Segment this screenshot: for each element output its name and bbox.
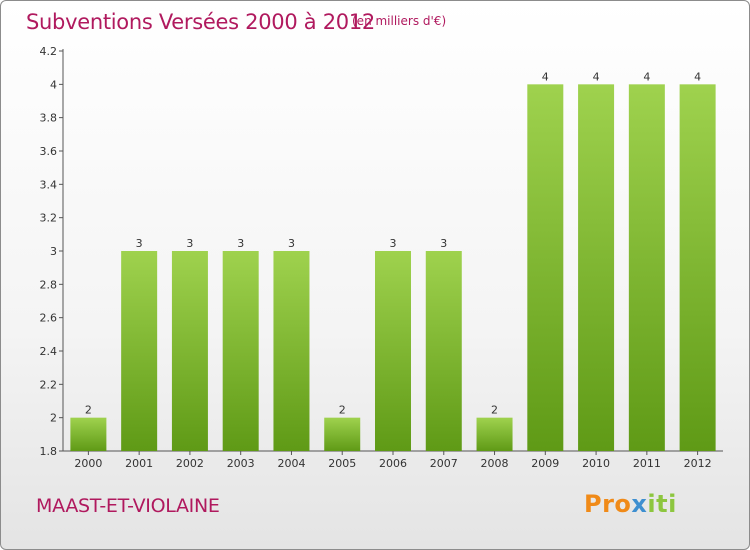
x-tick-label: 2009 [531, 457, 559, 470]
data-label: 3 [390, 237, 397, 250]
y-tick-label: 4 [50, 78, 57, 91]
bar [476, 417, 513, 451]
x-tick-label: 2002 [176, 457, 204, 470]
chart-subtitle: (en milliers d'€) [352, 14, 447, 28]
y-tick-label: 1.8 [40, 445, 58, 458]
bar [578, 84, 615, 451]
chart-title: Subventions Versées 2000 à 2012 [26, 10, 375, 34]
data-label: 4 [643, 70, 650, 83]
chart-bars [70, 84, 716, 451]
x-tick-label: 2005 [328, 457, 356, 470]
x-tick-label: 2000 [74, 457, 102, 470]
y-tick-label: 3 [50, 245, 57, 258]
x-tick-label: 2004 [277, 457, 305, 470]
bar [273, 251, 310, 451]
y-tick-label: 4.2 [40, 45, 58, 58]
data-label: 3 [237, 237, 244, 250]
x-tick-label: 2010 [582, 457, 610, 470]
bar [121, 251, 158, 451]
logo-part-iti: iti [647, 490, 677, 518]
data-label: 4 [542, 70, 549, 83]
data-label: 3 [186, 237, 193, 250]
y-tick-label: 3.4 [40, 178, 58, 191]
y-tick-label: 2.8 [40, 278, 58, 291]
logo-part-x: x [631, 490, 648, 518]
data-label: 4 [593, 70, 600, 83]
data-label: 2 [339, 404, 346, 417]
x-tick-label: 2007 [430, 457, 458, 470]
bar [527, 84, 564, 451]
data-label: 4 [694, 70, 701, 83]
commune-name: MAAST-ET-VIOLAINE [36, 495, 220, 517]
x-tick-label: 2003 [227, 457, 255, 470]
y-tick-label: 3.6 [40, 145, 58, 158]
proxiti-logo: Proxiti [584, 490, 677, 518]
y-tick-label: 2.4 [40, 345, 58, 358]
bar [679, 84, 716, 451]
data-label: 3 [136, 237, 143, 250]
x-tick-label: 2008 [481, 457, 509, 470]
bar [222, 251, 259, 451]
x-tick-label: 2011 [633, 457, 661, 470]
x-tick-label: 2012 [684, 457, 712, 470]
x-tick-label: 2006 [379, 457, 407, 470]
data-label: 2 [491, 404, 498, 417]
y-tick-label: 2 [50, 412, 57, 425]
y-tick-label: 3.2 [40, 212, 58, 225]
chart-labels: 2000 2 2001 3 2002 3 2003 3 2004 3 2005 2 2006 3 2007 3… [74, 70, 711, 470]
bar [70, 417, 107, 451]
bar [425, 251, 462, 451]
logo-part-pro: Pro [584, 490, 632, 518]
y-tick-label: 2.2 [40, 378, 58, 391]
data-label: 2 [85, 404, 92, 417]
bar [628, 84, 665, 451]
bar [375, 251, 411, 451]
bar [171, 251, 208, 451]
y-tick-label: 2.6 [40, 312, 58, 325]
bar [324, 417, 361, 451]
x-tick-label: 2001 [125, 457, 153, 470]
data-label: 3 [288, 237, 295, 250]
data-label: 3 [440, 237, 447, 250]
y-tick-label: 3.8 [40, 112, 58, 125]
